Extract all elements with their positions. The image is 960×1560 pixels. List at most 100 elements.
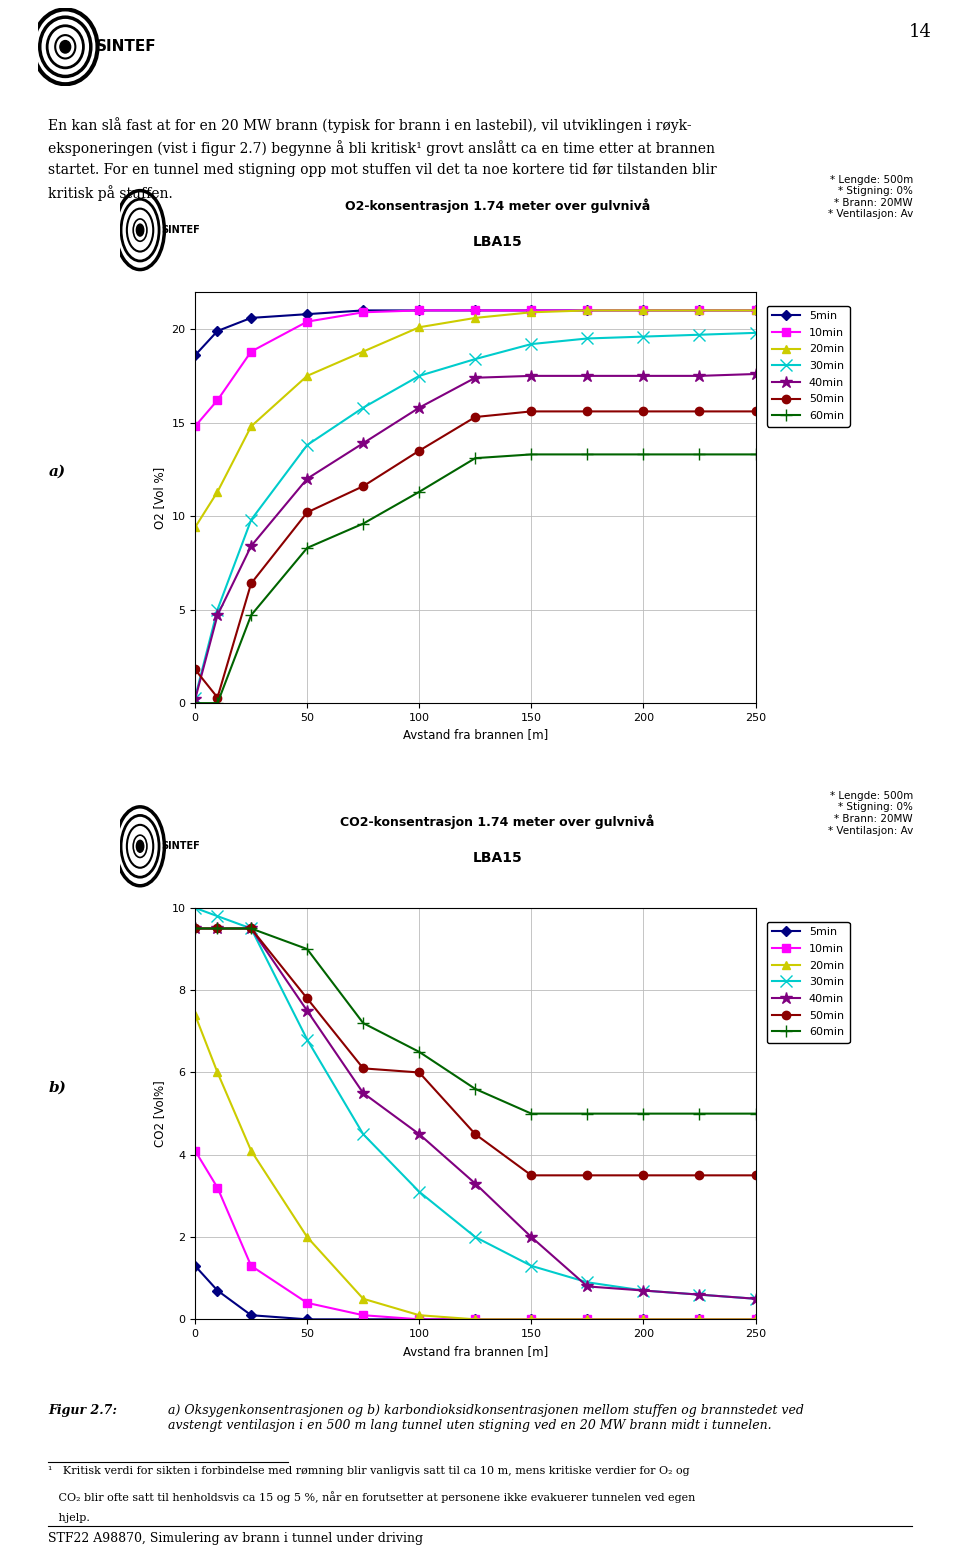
50min [694,402,706,421]
Line: 20min: 20min [191,306,759,532]
Text: SINTEF: SINTEF [161,225,200,236]
60min [301,939,313,958]
30min [357,398,369,417]
40min [582,1278,593,1296]
20min [694,301,706,320]
30min [750,323,761,342]
40min [357,434,369,452]
40min [414,1125,425,1143]
40min [189,919,201,938]
5min [750,301,761,320]
40min [582,367,593,385]
60min [750,1104,761,1123]
30min [212,601,224,619]
50min [189,919,201,938]
Line: 20min: 20min [191,1011,759,1323]
5min [694,1310,706,1329]
5min [694,301,706,320]
50min [637,402,649,421]
5min [525,1310,537,1329]
50min [637,1165,649,1184]
40min [694,367,706,385]
10min [582,1310,593,1329]
50min [246,919,257,938]
Line: 60min: 60min [189,924,761,1119]
Text: hjelp.: hjelp. [48,1513,90,1523]
60min [637,445,649,463]
Line: 10min: 10min [191,306,759,431]
X-axis label: Avstand fra brannen [m]: Avstand fra brannen [m] [402,1345,548,1357]
Text: 14: 14 [908,23,931,42]
60min [246,919,257,938]
60min [582,1104,593,1123]
10min [694,1310,706,1329]
20min [750,1310,761,1329]
Text: SINTEF: SINTEF [96,39,156,55]
10min [469,1310,481,1329]
30min [246,919,257,938]
5min [189,1256,201,1275]
Text: SINTEF: SINTEF [161,841,200,852]
5min [469,301,481,320]
10min [750,301,761,320]
Text: O2-konsentrasjon 1.74 meter over gulvnivå: O2-konsentrasjon 1.74 meter over gulvniv… [345,198,650,214]
40min [750,365,761,384]
10min [301,1293,313,1312]
20min [469,1310,481,1329]
Line: 5min: 5min [192,1262,759,1323]
10min [637,1310,649,1329]
30min [469,1228,481,1246]
20min [357,1290,369,1309]
Line: 5min: 5min [192,307,759,359]
Text: Figur 2.7:: Figur 2.7: [48,1404,117,1416]
Legend: 5min, 10min, 20min, 30min, 40min, 50min, 60min: 5min, 10min, 20min, 30min, 40min, 50min,… [767,306,850,426]
20min [414,1306,425,1324]
5min [301,304,313,323]
20min [414,318,425,337]
60min [469,1080,481,1098]
30min [525,335,537,354]
Text: a): a) [49,465,66,479]
Circle shape [136,225,144,236]
20min [525,1310,537,1329]
Circle shape [136,841,144,852]
10min [750,1310,761,1329]
50min [582,1165,593,1184]
60min [694,1104,706,1123]
Line: 50min: 50min [191,407,759,702]
Text: LBA15: LBA15 [472,850,522,864]
50min [750,402,761,421]
60min [525,1104,537,1123]
30min [694,1285,706,1304]
60min [357,515,369,534]
60min [212,919,224,938]
50min [357,477,369,496]
20min [469,309,481,328]
30min [637,1281,649,1299]
Text: b): b) [49,1081,66,1095]
5min [301,1310,313,1329]
5min [582,1310,593,1329]
60min [694,445,706,463]
60min [212,694,224,713]
60min [357,1014,369,1033]
30min [357,1125,369,1143]
40min [694,1285,706,1304]
50min [582,402,593,421]
5min [357,1310,369,1329]
30min [301,1030,313,1048]
30min [414,367,425,385]
50min [469,407,481,426]
30min [189,688,201,707]
5min [750,1310,761,1329]
Text: * Lengde: 500m
* Stigning: 0%
* Brann: 20MW
* Ventilasjon: Av: * Lengde: 500m * Stigning: 0% * Brann: 2… [828,175,913,220]
5min [246,309,257,328]
10min [212,1178,224,1197]
60min [525,445,537,463]
20min [301,1228,313,1246]
5min [212,1281,224,1299]
30min [469,349,481,368]
5min [189,346,201,365]
5min [357,301,369,320]
Line: 40min: 40min [189,922,762,1306]
